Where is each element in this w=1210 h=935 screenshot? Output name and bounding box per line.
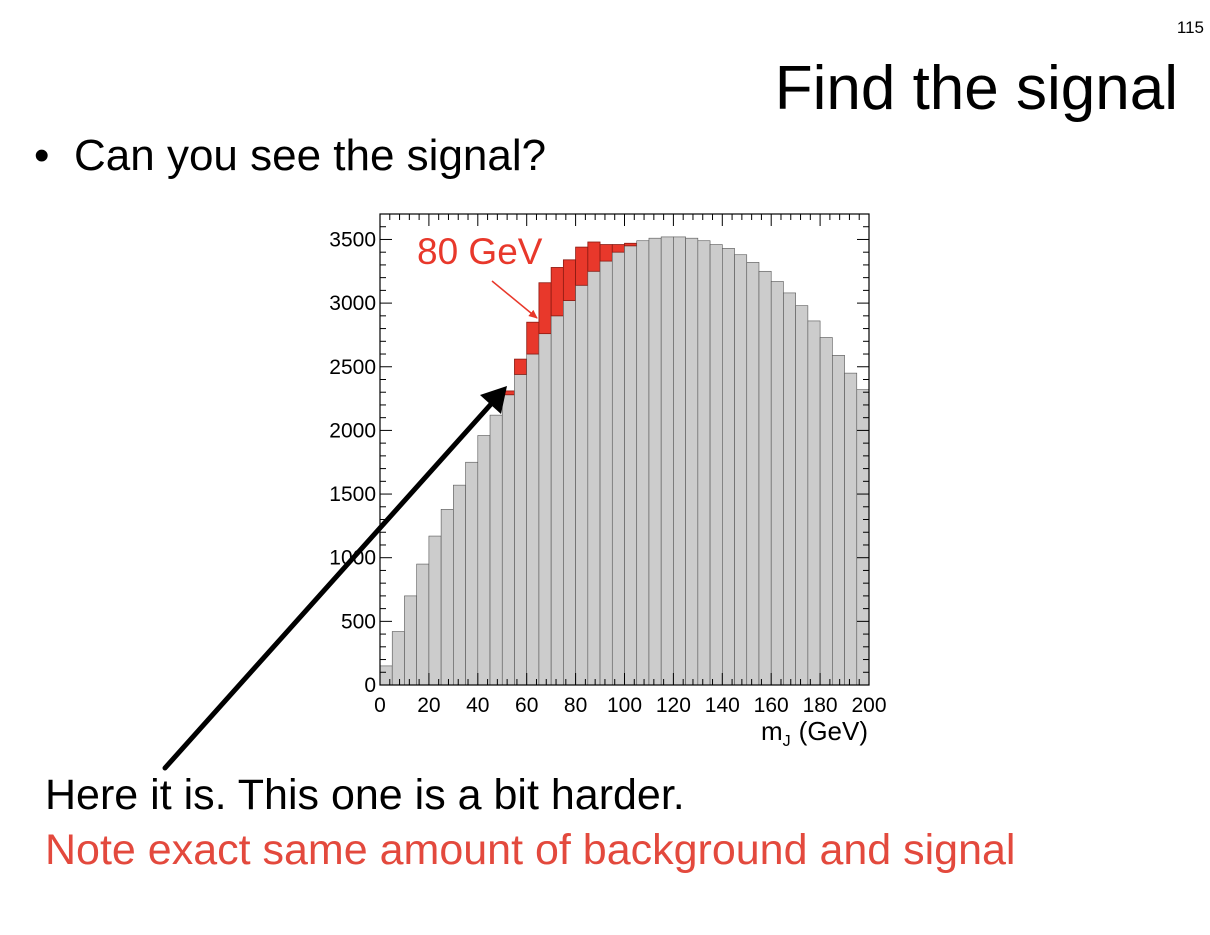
y-tick-label: 1500 — [329, 483, 376, 506]
background-bar — [807, 320, 821, 686]
signal-annotation-label: 80 GeV — [417, 231, 543, 272]
background-bar — [844, 372, 858, 686]
background-bar — [489, 414, 503, 686]
bullet-item: • Can you see the signal? — [34, 134, 546, 178]
background-bar — [856, 389, 870, 686]
background-bar — [477, 435, 491, 686]
x-tick-label: 140 — [705, 694, 740, 717]
x-tick-label: 40 — [466, 694, 489, 717]
background-bar — [624, 245, 638, 686]
background-bar — [819, 337, 833, 686]
background-bar — [709, 244, 723, 686]
background-bar — [783, 292, 796, 686]
bullet-text: Can you see the signal? — [74, 131, 547, 180]
background-bar — [514, 374, 527, 686]
background-bar — [563, 300, 576, 686]
background-bar — [538, 333, 552, 686]
background-bar — [453, 484, 466, 686]
background-bar — [832, 354, 845, 686]
x-tick-label: 60 — [515, 694, 538, 717]
background-bar — [660, 236, 674, 686]
signal-bar — [599, 244, 613, 262]
background-bar — [404, 595, 417, 686]
background-bar — [575, 284, 589, 686]
signal-bar — [587, 241, 601, 272]
background-bar — [440, 509, 454, 686]
y-tick-label: 0 — [364, 674, 376, 697]
signal-bar — [611, 244, 625, 253]
slide-title: Find the signal — [774, 54, 1178, 123]
y-tick-label: 3000 — [329, 292, 376, 315]
background-bar — [465, 461, 479, 686]
signal-bar — [514, 358, 528, 375]
y-tick-label: 500 — [341, 610, 376, 633]
x-tick-label: 0 — [374, 694, 386, 717]
signal-bar — [550, 267, 564, 317]
background-bar — [795, 305, 809, 686]
background-bar — [721, 248, 735, 686]
background-bar — [685, 237, 699, 686]
background-bar — [526, 353, 540, 686]
background-bar — [379, 665, 393, 686]
x-tick-label: 160 — [754, 694, 789, 717]
background-bar — [416, 563, 430, 686]
background-bar — [746, 262, 760, 686]
signal-bar — [575, 246, 589, 286]
x-tick-label: 120 — [656, 694, 691, 717]
x-axis-label-sub: J — [783, 733, 791, 750]
y-tick-label: 3500 — [329, 228, 376, 251]
pointer-arrow-icon — [162, 386, 507, 771]
background-bar — [599, 260, 613, 686]
background-bar — [611, 251, 625, 686]
background-bar — [697, 240, 711, 686]
x-tick-label: 100 — [607, 694, 642, 717]
signal-bar — [538, 282, 552, 335]
background-bar — [391, 631, 405, 686]
x-tick-label: 180 — [803, 694, 838, 717]
bullet-dot-icon: • — [34, 131, 50, 180]
x-axis-label-unit: (GeV) — [799, 716, 868, 746]
y-tick-label: 2500 — [329, 356, 376, 379]
signal-bar — [526, 321, 540, 355]
background-bar — [770, 281, 784, 686]
x-tick-label: 20 — [417, 694, 440, 717]
background-bar — [734, 254, 748, 686]
x-axis-label-main: m — [761, 716, 783, 746]
background-bar — [587, 270, 601, 686]
x-tick-label: 80 — [564, 694, 587, 717]
page-number: 115 — [1176, 18, 1204, 37]
background-bar — [550, 315, 564, 686]
y-tick-label: 2000 — [329, 419, 376, 442]
signal-bar — [562, 259, 577, 301]
note-text: Note exact same amount of background and… — [45, 826, 1016, 874]
annotation-arrow-icon — [491, 280, 538, 319]
background-bar — [501, 394, 515, 686]
x-axis-title: mJ (GeV) — [761, 716, 868, 750]
caption-text: Here it is. This one is a bit harder. — [45, 771, 685, 819]
background-bar — [648, 237, 662, 686]
signal-bar — [624, 242, 638, 247]
background-bar — [758, 270, 772, 686]
background-bar — [428, 535, 442, 686]
background-bar — [673, 236, 686, 686]
background-bar — [636, 240, 650, 686]
x-tick-label: 200 — [851, 694, 886, 717]
